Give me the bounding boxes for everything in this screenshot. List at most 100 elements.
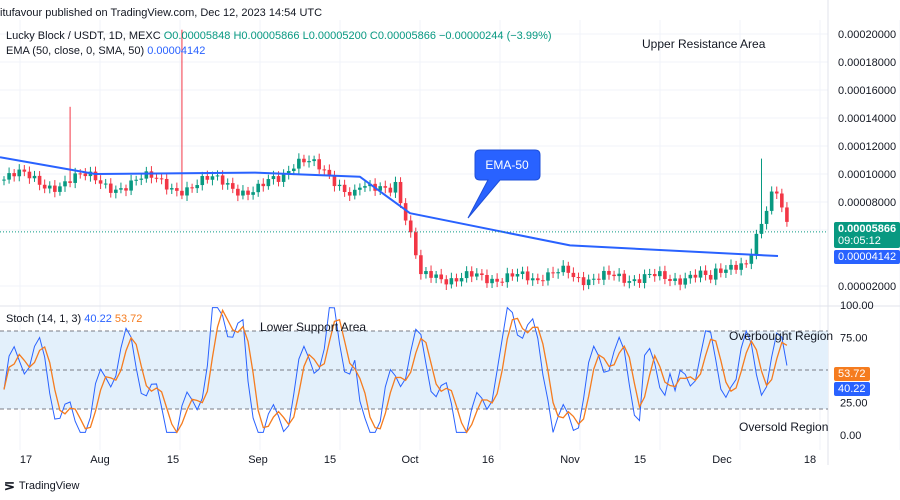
candle-body	[205, 176, 210, 180]
candle-body	[159, 178, 164, 180]
candle-body	[53, 185, 57, 192]
candle-body	[317, 159, 321, 170]
ema-callout-label: EMA-50	[485, 158, 529, 172]
price-tick-label: 0.00018000	[838, 57, 896, 69]
candle-body	[388, 187, 393, 193]
candle-body	[342, 184, 347, 193]
candle-body	[627, 281, 632, 283]
ema-label: EMA (50, close, 0, SMA, 50)	[6, 45, 145, 57]
candle-body	[68, 181, 72, 183]
candle-body	[530, 278, 535, 281]
candle-body	[622, 273, 627, 283]
candle-body	[490, 278, 494, 284]
candle-body	[637, 279, 642, 283]
candle-body	[93, 171, 98, 181]
candle-body	[185, 187, 189, 196]
candle-body	[256, 183, 260, 193]
price-tick-label: 0.00020000	[838, 29, 896, 41]
candle-body	[251, 192, 255, 195]
candle-body	[571, 272, 576, 278]
ema-value: 0.00004142	[147, 45, 206, 57]
price-tick-label: 0.00012000	[838, 141, 896, 153]
candle-body	[134, 179, 138, 181]
candle-body	[124, 188, 128, 191]
time-tick-label: Oct	[401, 454, 418, 466]
time-tick-label: 15	[324, 454, 336, 466]
candle-body	[266, 179, 271, 187]
candle-body	[724, 269, 728, 273]
candle-body	[312, 159, 316, 162]
candle-body	[200, 176, 205, 186]
candle-body	[617, 273, 621, 277]
candle-body	[276, 176, 281, 182]
candle-body	[332, 175, 337, 187]
candle-body	[286, 171, 291, 175]
time-tick-label: 18	[804, 454, 816, 466]
candle-body	[32, 175, 37, 179]
candle-body	[495, 278, 499, 282]
stoch-legend: Stoch (14, 1, 3) 40.22 53.72	[6, 313, 142, 325]
price-tick-label: 0.00002000	[838, 281, 896, 293]
candle-body	[480, 273, 484, 275]
ema-callout-bubble	[467, 149, 541, 219]
candle-body	[454, 278, 459, 282]
time-tick-label: 15	[634, 454, 646, 466]
candle-body	[586, 279, 591, 286]
candle-body	[281, 174, 286, 182]
footer-brand: TradingView	[18, 480, 80, 492]
candle-body	[195, 185, 199, 189]
candle-body	[419, 255, 423, 275]
candle-body	[673, 278, 677, 281]
symbol-line: Lucky Block / USDT, 1D, MEXC O0.00005848…	[6, 30, 552, 42]
last-price-tag: 0.00005866 09:05:12	[834, 222, 900, 248]
stoch-k-value: 40.22	[84, 313, 112, 325]
candle-body	[408, 220, 413, 233]
ema-line	[0, 156, 779, 258]
candle-body	[485, 274, 489, 284]
stoch-tick-label: 75.00	[840, 333, 868, 345]
candle-body	[103, 183, 108, 185]
candle-body	[297, 158, 301, 169]
candle-body	[78, 173, 83, 175]
candle-body	[307, 161, 311, 163]
candle-body	[764, 210, 769, 224]
candle-body	[734, 264, 738, 270]
candle-body	[464, 271, 469, 279]
candle-body	[358, 187, 362, 190]
candle-body	[713, 268, 718, 280]
tradingview-logo-icon: ⋝	[4, 478, 15, 493]
candle-body	[398, 181, 403, 204]
candle-body	[729, 264, 733, 270]
candle-body	[536, 278, 540, 281]
footer: ⋝ TradingView	[4, 478, 79, 494]
candle-body	[378, 186, 383, 191]
candle-body	[291, 168, 296, 172]
candle-body	[246, 190, 250, 195]
price-tick-label: 0.00008000	[838, 197, 896, 209]
ema-legend: EMA (50, close, 0, SMA, 50) 0.00004142	[6, 45, 205, 57]
candle-body	[708, 274, 713, 280]
time-tick-label: Sep	[248, 454, 268, 466]
candle-body	[668, 278, 672, 281]
time-tick-label: Nov	[560, 454, 580, 466]
candle-body	[754, 233, 759, 255]
candle-body	[149, 171, 154, 178]
ohlc-close: C0.00005866	[369, 30, 436, 42]
time-tick-label: 16	[482, 454, 494, 466]
candle-body	[241, 190, 245, 196]
oversold-label: Oversold Region	[739, 420, 828, 434]
publisher-line: itufavour published on TradingView.com, …	[0, 7, 323, 19]
price-tick-label: 0.00014000	[838, 113, 896, 125]
candle-body	[434, 274, 438, 278]
candle-body	[12, 173, 16, 177]
candle-body	[261, 183, 266, 187]
candle-body	[612, 274, 616, 277]
candle-body	[693, 274, 698, 278]
candle-body	[444, 279, 449, 285]
candle-body	[642, 274, 647, 283]
candle-body	[352, 189, 357, 196]
ohlc-open: O0.00005848	[163, 30, 231, 42]
price-tick-label: 0.00010000	[838, 169, 896, 181]
